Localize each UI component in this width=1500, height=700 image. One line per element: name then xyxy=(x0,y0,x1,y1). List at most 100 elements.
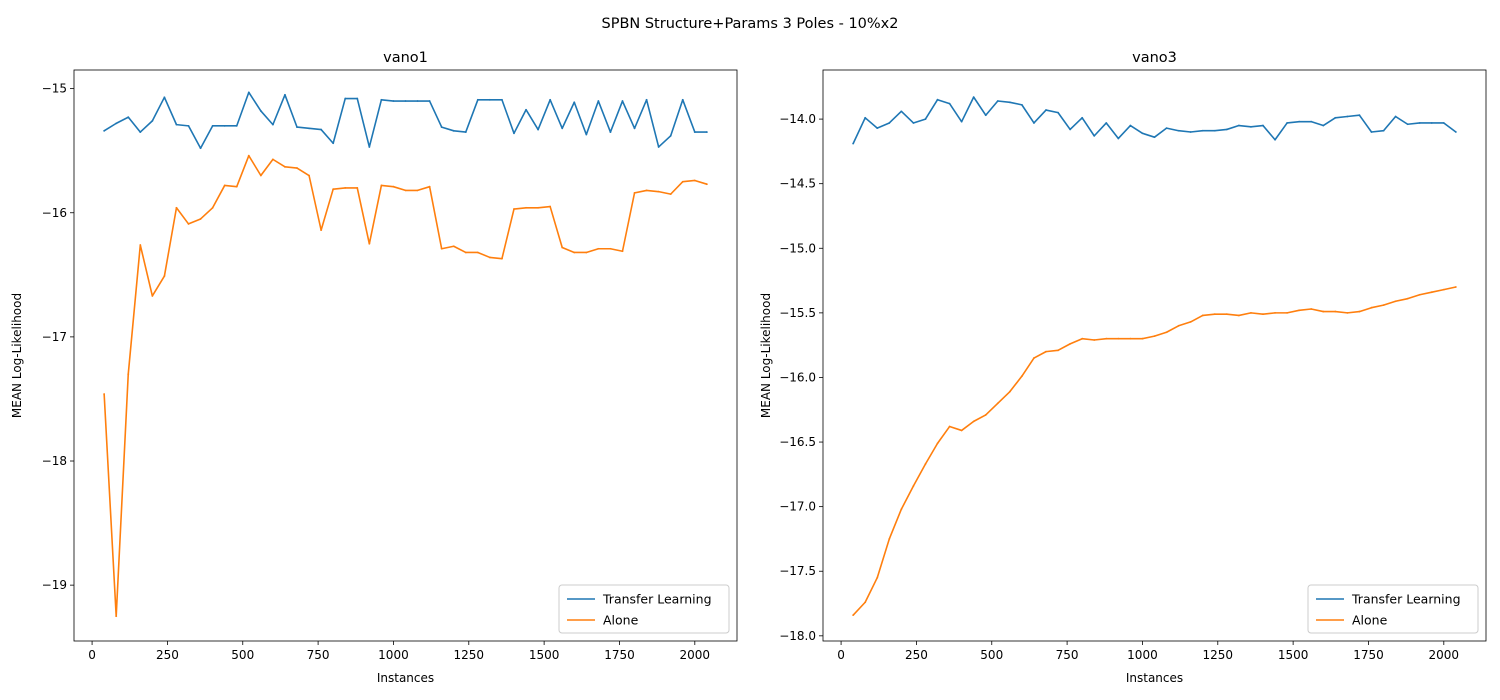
data-point xyxy=(501,257,503,260)
data-point xyxy=(332,188,335,191)
data-point xyxy=(175,206,178,209)
x-tick-label: 1000 xyxy=(378,648,409,662)
x-tick-label: 2000 xyxy=(680,648,711,662)
data-point xyxy=(488,98,491,101)
subplot-vano1: vano1 0 250 500 750 1000 1250 1500 1750 2000 −19 −1… xyxy=(10,50,738,685)
data-point xyxy=(1274,311,1276,314)
data-point xyxy=(1129,124,1132,127)
data-point xyxy=(1189,321,1192,323)
data-point xyxy=(669,193,672,196)
data-point xyxy=(936,98,939,101)
x-tick-label: 1750 xyxy=(1353,648,1384,662)
data-point xyxy=(1045,350,1047,353)
data-point xyxy=(537,128,539,131)
y-tick-label: −17.5 xyxy=(779,564,816,578)
data-point xyxy=(549,205,552,208)
plot-frame xyxy=(73,69,738,642)
data-point xyxy=(561,127,564,130)
data-point xyxy=(1201,129,1204,132)
data-point xyxy=(1177,129,1180,132)
data-point xyxy=(984,114,987,117)
data-point xyxy=(876,576,879,579)
y-tick-label: −18 xyxy=(42,454,67,468)
y-tick-label: −16 xyxy=(42,206,67,220)
data-point xyxy=(1346,311,1349,314)
data-point xyxy=(187,223,190,225)
data-point xyxy=(900,110,903,113)
data-point xyxy=(1021,375,1023,378)
data-point xyxy=(1346,115,1349,118)
data-point xyxy=(175,123,178,126)
data-point xyxy=(681,98,684,101)
series-transfer-learning xyxy=(103,91,708,150)
data-point xyxy=(501,98,503,101)
data-point xyxy=(1358,310,1361,313)
x-tick-label: 2000 xyxy=(1429,648,1460,662)
data-point xyxy=(368,146,371,148)
x-axis-label: Instances xyxy=(1126,671,1183,685)
data-point xyxy=(187,124,190,127)
data-point xyxy=(1310,120,1313,123)
data-point xyxy=(1250,311,1252,314)
data-point xyxy=(1153,136,1156,139)
data-point xyxy=(259,110,262,112)
data-point xyxy=(1033,122,1035,124)
data-point xyxy=(464,251,467,254)
data-point xyxy=(1442,122,1445,124)
data-point xyxy=(1382,304,1385,307)
data-point xyxy=(428,185,431,188)
data-point xyxy=(573,251,576,254)
data-point xyxy=(1105,337,1108,340)
data-point xyxy=(440,247,443,250)
data-point xyxy=(284,93,286,96)
data-point xyxy=(1394,300,1397,303)
data-point xyxy=(633,127,636,130)
data-point xyxy=(247,154,250,157)
y-tick-label: −19 xyxy=(42,578,67,592)
x-tick-label: 250 xyxy=(905,648,928,662)
data-point xyxy=(320,128,323,131)
series-transfer-learning xyxy=(852,96,1457,145)
data-point xyxy=(948,102,951,105)
data-point xyxy=(924,118,927,120)
data-point xyxy=(1081,116,1084,119)
x-tick-label: 0 xyxy=(88,648,96,662)
data-point xyxy=(1141,337,1144,340)
data-point xyxy=(1177,324,1180,327)
data-point xyxy=(936,442,939,445)
data-point xyxy=(960,429,963,432)
data-point xyxy=(960,120,963,123)
data-point xyxy=(888,538,891,540)
data-point xyxy=(1045,109,1047,111)
data-point xyxy=(211,124,214,127)
data-point xyxy=(416,189,419,192)
data-point xyxy=(1008,101,1011,104)
data-point xyxy=(1069,128,1072,131)
y-tick-label: −17 xyxy=(42,330,67,344)
data-point xyxy=(1117,137,1120,140)
data-point xyxy=(199,147,202,150)
x-tick-label: 750 xyxy=(307,648,330,662)
data-point xyxy=(693,131,696,133)
data-point xyxy=(1418,293,1421,296)
data-point xyxy=(1213,129,1216,132)
x-tick-label: 500 xyxy=(231,648,254,662)
data-point xyxy=(852,142,855,145)
data-point xyxy=(1322,310,1325,313)
data-point xyxy=(1021,103,1023,106)
data-point xyxy=(1093,134,1096,137)
data-point xyxy=(404,100,407,102)
data-point xyxy=(1129,337,1132,340)
data-point xyxy=(609,247,612,250)
data-point xyxy=(320,229,323,232)
y-axis-label: MEAN Log-Likelihood xyxy=(10,293,24,418)
data-point xyxy=(705,131,708,133)
x-tick-label: 1250 xyxy=(454,648,485,662)
legend-label: Transfer Learning xyxy=(602,592,712,607)
data-point xyxy=(1189,131,1192,133)
axes-title: vano1 xyxy=(383,50,428,66)
data-point xyxy=(561,246,564,249)
data-point xyxy=(1033,357,1035,359)
data-point xyxy=(1394,115,1397,118)
